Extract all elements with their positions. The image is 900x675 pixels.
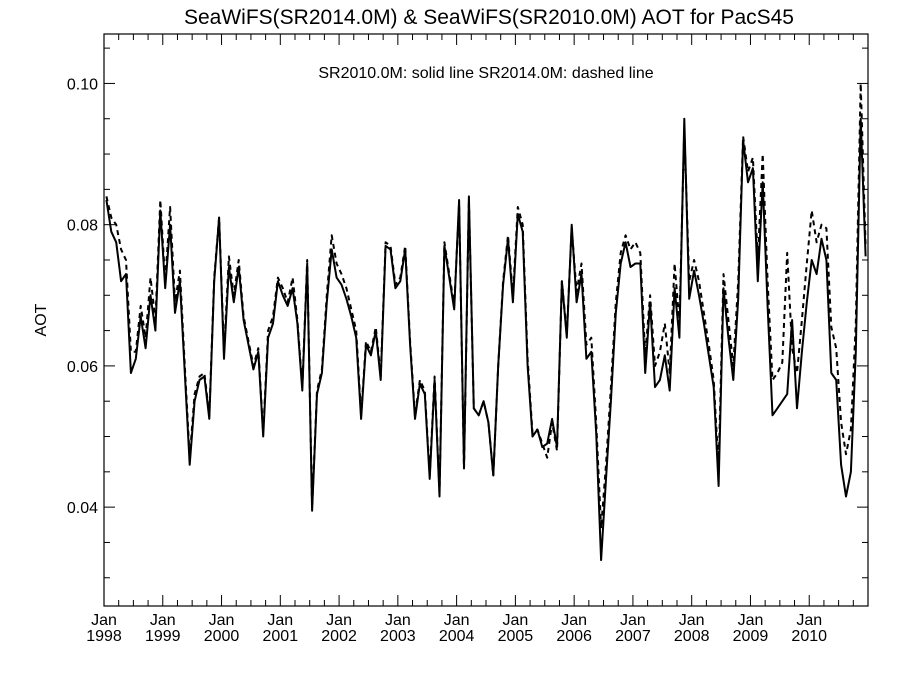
series-line-sr2014-0m <box>105 82 867 530</box>
x-tick-year-label: 2004 <box>439 628 475 645</box>
x-tick-month-label: Jan <box>91 612 117 629</box>
series-line-sr2010-0m <box>105 117 867 562</box>
x-tick-month-label: Jan <box>150 612 176 629</box>
x-tick-year-label: 2000 <box>204 628 240 645</box>
series-group <box>105 82 867 562</box>
x-tick-year-label: 1999 <box>145 628 181 645</box>
x-tick-month-label: Jan <box>796 612 822 629</box>
chart-title: SeaWiFS(SR2014.0M) & SeaWiFS(SR2010.0M) … <box>184 6 794 29</box>
x-tick-month-label: Jan <box>502 612 528 629</box>
x-tick-month-label: Jan <box>738 612 764 629</box>
x-tick-year-label: 2005 <box>498 628 534 645</box>
legend-annotation: SR2010.0M: solid line SR2014.0M: dashed … <box>318 65 653 82</box>
x-tick-year-label: 2001 <box>263 628 299 645</box>
x-tick-month-label: Jan <box>561 612 587 629</box>
y-tick-label: 0.04 <box>67 500 98 517</box>
y-tick-label: 0.08 <box>67 218 98 235</box>
y-axis-label: AOT <box>33 303 50 336</box>
x-tick-month-label: Jan <box>326 612 352 629</box>
plot-frame <box>103 33 869 607</box>
y-tick-label: 0.06 <box>67 359 98 376</box>
x-tick-month-label: Jan <box>267 612 293 629</box>
y-tick-label: 0.10 <box>67 76 98 93</box>
x-tick-year-label: 2010 <box>791 628 827 645</box>
x-tick-month-label: Jan <box>679 612 705 629</box>
y-axis-ticks: 0.04 0.06 0.08 0.10 <box>67 47 868 579</box>
x-tick-month-label: Jan <box>385 612 411 629</box>
x-tick-year-label: 1998 <box>86 628 122 645</box>
x-tick-month-label: Jan <box>620 612 646 629</box>
x-tick-year-label: 2007 <box>615 628 651 645</box>
x-axis-ticks: Jan1998Jan1999Jan2000Jan2001Jan2002Jan20… <box>86 34 869 645</box>
x-tick-year-label: 2009 <box>733 628 769 645</box>
x-tick-year-label: 2006 <box>556 628 592 645</box>
x-tick-year-label: 2008 <box>674 628 710 645</box>
x-tick-month-label: Jan <box>444 612 470 629</box>
x-tick-year-label: 2003 <box>380 628 416 645</box>
x-tick-year-label: 2002 <box>321 628 357 645</box>
x-tick-month-label: Jan <box>209 612 235 629</box>
